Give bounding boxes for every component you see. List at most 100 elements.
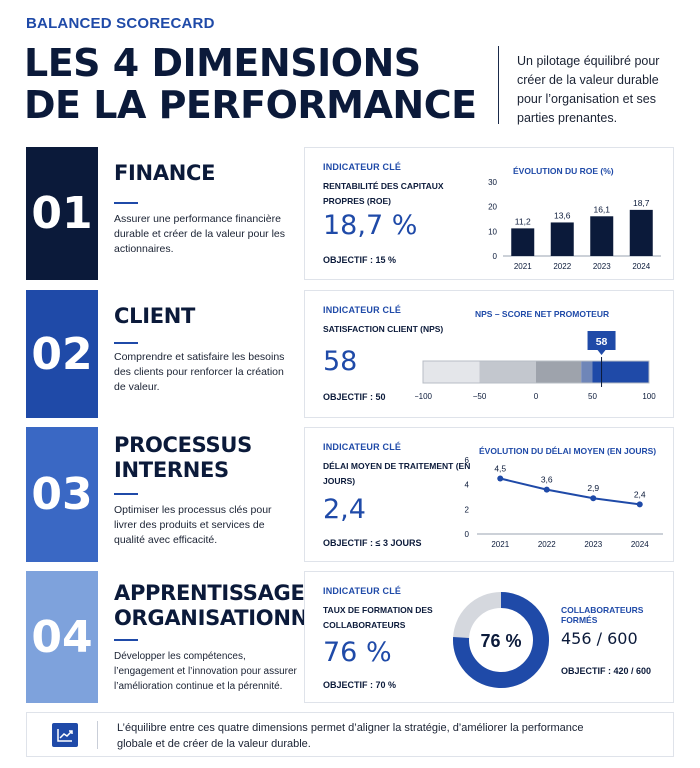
data-label: 11,2 bbox=[515, 216, 531, 226]
bar bbox=[550, 222, 574, 256]
gauge-tick-label: 100 bbox=[642, 392, 656, 401]
series-line bbox=[500, 477, 640, 506]
x-tick-label: 2022 bbox=[538, 540, 556, 549]
chart-title: NPS – SCORE NET PROMOTEUR bbox=[475, 309, 610, 319]
x-tick-label: 2023 bbox=[593, 262, 611, 271]
count-objective: OBJECTIF : 420 / 600 bbox=[561, 666, 652, 676]
dimension-name: FINANCE bbox=[114, 161, 216, 185]
chart-title: COLLABORATEURS FORMÉS bbox=[561, 605, 644, 625]
indicator-objective: OBJECTIF : 15 % bbox=[323, 255, 397, 265]
dimension-description: Développer les compétences, l’engagement… bbox=[114, 651, 297, 692]
bar bbox=[511, 228, 535, 256]
data-label: 13,6 bbox=[554, 210, 571, 220]
y-tick-label: 10 bbox=[488, 227, 497, 236]
indicator-name: SATISFACTION CLIENT (NPS) bbox=[323, 324, 444, 334]
title-divider bbox=[498, 46, 499, 124]
indicator-card: INDICATEUR CLÉ RENTABILITÉ DES CAPITAUX … bbox=[304, 147, 674, 280]
chart-title: ÉVOLUTION DU ROE (%) bbox=[513, 166, 614, 176]
footer-divider bbox=[97, 721, 98, 749]
gauge-tick-label: −50 bbox=[473, 392, 487, 401]
data-point bbox=[636, 501, 643, 508]
indicator-kicker: INDICATEUR CLÉ bbox=[323, 305, 402, 315]
data-label: 2,4 bbox=[634, 489, 646, 499]
dimension-name: CLIENT bbox=[114, 304, 196, 328]
dimension-dash bbox=[114, 639, 138, 641]
dimension-row-client: 02 CLIENT Comprendre et satisfaire les b… bbox=[26, 290, 674, 418]
dimension-row-finance: 01 FINANCE Assurer une performance finan… bbox=[26, 147, 674, 280]
title-line-2: DE LA PERFORMANCE bbox=[24, 83, 477, 127]
eyebrow-label: BALANCED SCORECARD bbox=[26, 15, 215, 32]
dimension-name: APPRENTISSAGE ORGANISATIONNEL bbox=[114, 581, 335, 631]
indicator-objective: OBJECTIF : 50 bbox=[323, 392, 386, 402]
footer-text: L’équilibre entre ces quatre dimensions … bbox=[117, 722, 584, 750]
x-tick-label: 2024 bbox=[631, 540, 649, 549]
bar bbox=[629, 209, 653, 256]
dimension-dash bbox=[114, 342, 138, 344]
dimension-number: 03 bbox=[26, 427, 98, 562]
dimension-row-apprentissage: 04 APPRENTISSAGE ORGANISATIONNEL Dévelop… bbox=[26, 571, 674, 703]
data-point bbox=[543, 486, 550, 493]
gauge-outline bbox=[422, 360, 650, 384]
indicator-card: INDICATEUR CLÉ SATISFACTION CLIENT (NPS)… bbox=[304, 290, 674, 418]
indicator-value: 2,4 bbox=[323, 494, 366, 525]
dimension-description: Comprendre et satisfaire les besoins des… bbox=[114, 351, 285, 393]
x-tick-label: 2023 bbox=[584, 540, 602, 549]
indicator-name: DÉLAI MOYEN DE TRAITEMENT (EN JOURS) bbox=[323, 461, 471, 486]
dimension-dash bbox=[114, 493, 138, 495]
x-tick-label: 2022 bbox=[553, 262, 571, 271]
data-point bbox=[590, 495, 597, 502]
footer-banner: L’équilibre entre ces quatre dimensions … bbox=[26, 712, 674, 757]
data-label: 16,1 bbox=[593, 204, 610, 214]
indicator-value: 18,7 % bbox=[323, 210, 418, 241]
roe-bar-chart: 0 10 20 30 11,2 2021 13,6 2022 16,1 2023 18,7 2024 bbox=[488, 178, 661, 271]
gauge-segment bbox=[592, 361, 649, 383]
dimension-name: PROCESSUS INTERNES bbox=[114, 433, 252, 483]
data-label: 3,6 bbox=[541, 475, 553, 485]
x-tick-label: 2024 bbox=[632, 262, 650, 271]
trained-count: 456 / 600 bbox=[561, 629, 638, 648]
delay-line-chart: 0 2 4 6 4,5 2021 3,6 2022 2,9 2023 2,4 2024 bbox=[465, 456, 663, 549]
gauge-segment bbox=[479, 361, 536, 383]
bar bbox=[590, 216, 614, 256]
donut-fill bbox=[453, 592, 549, 688]
dimension-description: Optimiser les processus clés pour livrer… bbox=[114, 504, 272, 546]
indicator-objective: OBJECTIF : 70 % bbox=[323, 680, 397, 690]
x-tick-label: 2021 bbox=[491, 540, 509, 549]
dimension-name-line: APPRENTISSAGE bbox=[114, 581, 305, 605]
indicator-card: INDICATEUR CLÉ DÉLAI MOYEN DE TRAITEMENT… bbox=[304, 427, 674, 562]
nps-gauge-bar: −100 −50 0 50 100 58 bbox=[415, 331, 656, 401]
x-tick-label: 2021 bbox=[514, 262, 532, 271]
dimension-number: 02 bbox=[26, 290, 98, 418]
indicator-objective: OBJECTIF : ≤ 3 JOURS bbox=[323, 538, 422, 548]
page-title: LES 4 DIMENSIONS DE LA PERFORMANCE bbox=[24, 42, 494, 126]
data-point bbox=[497, 475, 504, 482]
dimension-number: 04 bbox=[26, 571, 98, 703]
data-label: 4,5 bbox=[494, 464, 506, 474]
indicator-value: 58 bbox=[323, 346, 358, 377]
chart-title: ÉVOLUTION DU DÉLAI MOYEN (EN JOURS) bbox=[479, 446, 657, 456]
dimension-description: Assurer une performance financière durab… bbox=[114, 213, 286, 255]
gauge-segment bbox=[536, 361, 582, 383]
dimension-number: 01 bbox=[26, 147, 98, 280]
gauge-marker-pointer bbox=[597, 350, 606, 355]
dimension-name-line: PROCESSUS bbox=[114, 433, 252, 457]
data-label: 18,7 bbox=[633, 198, 650, 208]
tagline: Un pilotage équilibré pour créer de la v… bbox=[517, 54, 660, 125]
y-tick-label: 0 bbox=[493, 252, 498, 261]
training-donut-chart: 76 % bbox=[453, 592, 549, 688]
dimension-row-processus: 03 PROCESSUS INTERNES Optimiser les proc… bbox=[26, 427, 674, 562]
gauge-tick-label: 0 bbox=[534, 392, 539, 401]
gauge-value-label: 58 bbox=[596, 336, 608, 348]
indicator-value: 76 % bbox=[323, 637, 392, 668]
dimension-dash bbox=[114, 202, 138, 204]
line-chart-icon bbox=[52, 723, 78, 747]
gauge-tick-label: −100 bbox=[415, 392, 433, 401]
gauge-marker-flag bbox=[587, 331, 616, 350]
y-tick-label: 30 bbox=[488, 178, 497, 187]
indicator-card: INDICATEUR CLÉ TAUX DE FORMATION DES COL… bbox=[304, 571, 674, 703]
y-tick-label: 20 bbox=[488, 203, 497, 212]
indicator-name: TAUX DE FORMATION DES COLLABORATEURS bbox=[323, 605, 433, 630]
dimension-name-line: INTERNES bbox=[114, 458, 229, 482]
data-label: 2,9 bbox=[587, 483, 599, 493]
indicator-name: RENTABILITÉ DES CAPITAUX PROPRES (ROE) bbox=[323, 181, 444, 206]
